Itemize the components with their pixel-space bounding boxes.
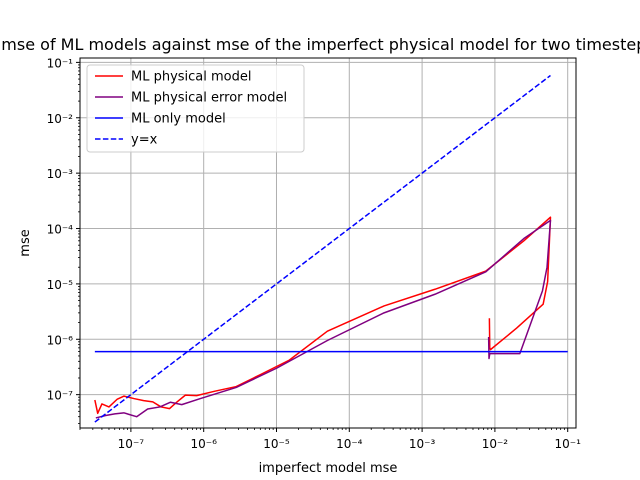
y-axis-ticks: 10⁻⁷ 10⁻⁶ 10⁻⁵ 10⁻⁴ 10⁻³ 10⁻² 10⁻¹ <box>47 56 80 425</box>
legend-box <box>86 64 305 153</box>
legend: ML physical model ML physical error model… <box>86 64 305 153</box>
y-tick-label: 10⁻⁶ <box>47 333 74 347</box>
plot-frame <box>79 57 577 429</box>
y-tick-label: 10⁻⁵ <box>47 278 74 292</box>
x-tick-label: 10⁻⁷ <box>118 437 145 451</box>
legend-label: ML physical model <box>131 70 252 85</box>
y-tick-label: 10⁻⁷ <box>47 389 74 403</box>
x-tick-label: 10⁻⁵ <box>263 437 290 451</box>
y-axis-label: mse <box>18 229 33 256</box>
y-tick-label: 10⁻³ <box>47 167 74 181</box>
x-tick-label: 10⁻³ <box>409 437 436 451</box>
y-tick-label: 10⁻⁴ <box>47 223 74 237</box>
x-tick-label: 10⁻² <box>482 437 509 451</box>
x-tick-label: 10⁻⁴ <box>336 437 363 451</box>
y-tick-label: 10⁻² <box>47 112 74 126</box>
series-layer <box>94 74 568 423</box>
y-tick-label: 10⁻¹ <box>47 56 74 70</box>
x-tick-label: 10⁻⁶ <box>190 437 217 451</box>
series-line-y-x <box>94 74 551 423</box>
chart-title: mse of ML models against mse of the impe… <box>1 35 640 54</box>
legend-label: y=x <box>131 133 158 148</box>
series-line-ml-physical-error-model <box>95 219 552 419</box>
series-line-ml-physical-model <box>94 216 552 415</box>
x-axis-ticks: 10⁻⁷ 10⁻⁶ 10⁻⁵ 10⁻⁴ 10⁻³ 10⁻² 10⁻¹ <box>79 428 581 451</box>
x-tick-label: 10⁻¹ <box>554 437 581 451</box>
grid-lines <box>80 58 576 428</box>
x-axis-label: imperfect model mse <box>259 461 398 476</box>
legend-label: ML physical error model <box>131 91 287 106</box>
legend-label: ML only model <box>131 112 226 127</box>
